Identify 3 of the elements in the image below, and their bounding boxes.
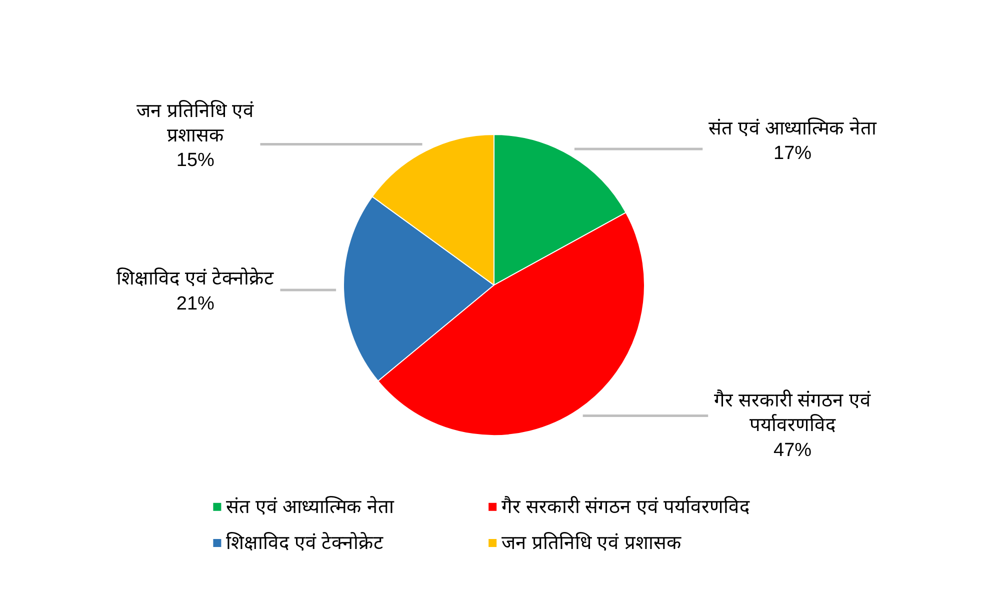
legend-label: जन प्रतिनिधि एवं प्रशासक (502, 531, 682, 554)
legend-label: संत एवं आध्यात्मिक नेता (226, 494, 396, 518)
legend-label: शिक्षाविद एवं टेक्नोक्रेट (226, 531, 384, 554)
